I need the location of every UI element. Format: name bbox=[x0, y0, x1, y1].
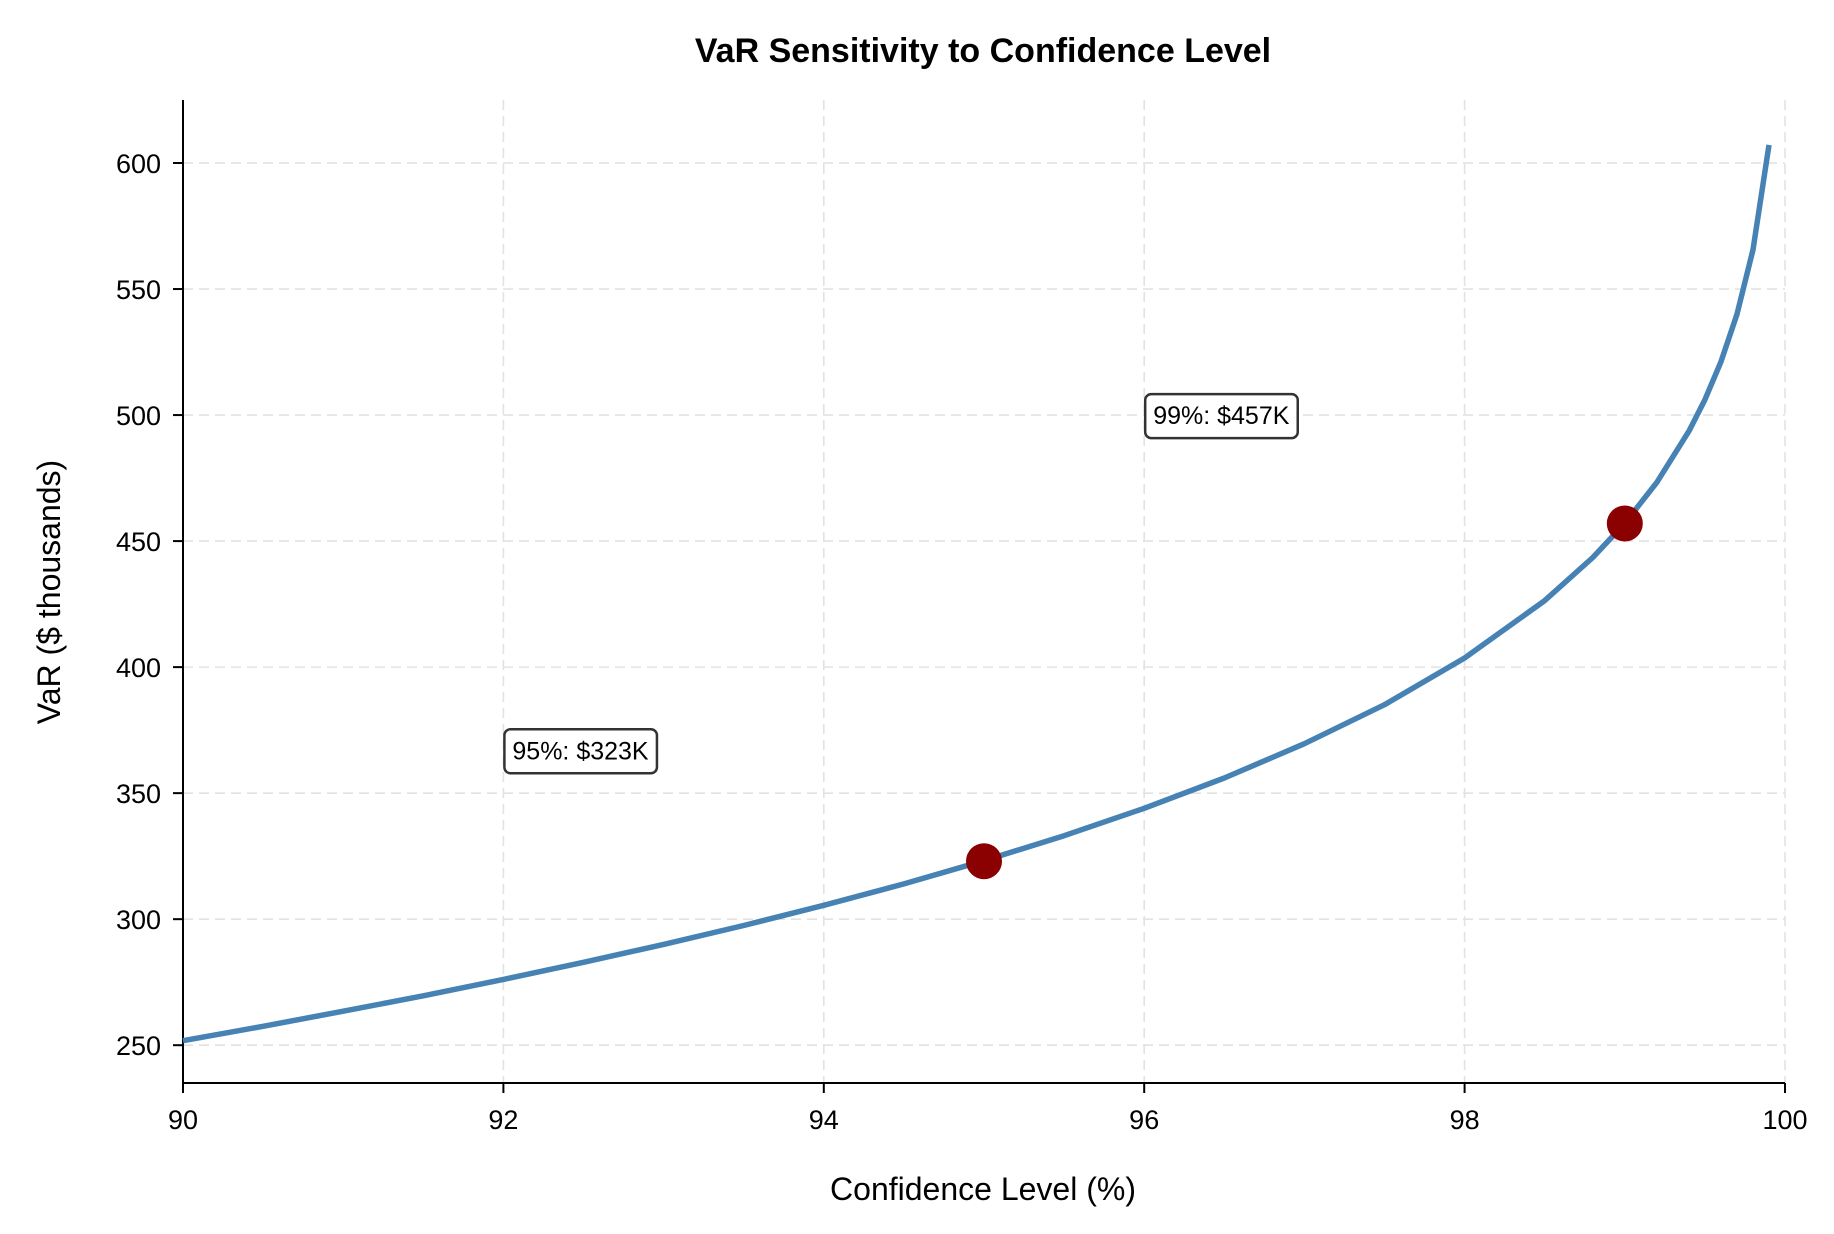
y-tick-label: 400 bbox=[116, 653, 161, 683]
annotation-box bbox=[503, 728, 659, 775]
y-tick-label: 300 bbox=[116, 905, 161, 935]
x-tick-label: 92 bbox=[488, 1105, 518, 1135]
y-tick-label: 550 bbox=[116, 275, 161, 305]
grid bbox=[182, 100, 1786, 1083]
var-curve bbox=[182, 144, 1772, 1044]
y-axis-label: VaR ($ thousands) bbox=[31, 460, 67, 724]
x-tick-label: 100 bbox=[1762, 1105, 1807, 1135]
annotation-text: 95%: $323K bbox=[512, 737, 649, 765]
highlight-point bbox=[1606, 505, 1643, 542]
annotation: 99%: $457K bbox=[1143, 392, 1299, 440]
annotation: 95%: $323K bbox=[503, 728, 659, 775]
x-axis-label: Confidence Level (%) bbox=[830, 1171, 1136, 1207]
x-tick-label: 98 bbox=[1450, 1105, 1480, 1135]
y-tick-label: 250 bbox=[116, 1031, 161, 1061]
y-tick-label: 450 bbox=[116, 527, 161, 557]
x-tick-label: 90 bbox=[168, 1105, 198, 1135]
ticks: 90 92 94 96 98 100 250 300 350 400 450 500 550 600 bbox=[116, 149, 1808, 1135]
x-tick-label: 96 bbox=[1129, 1105, 1159, 1135]
annotation-box bbox=[1143, 392, 1299, 440]
x-tick-label: 94 bbox=[809, 1105, 839, 1135]
chart-title: VaR Sensitivity to Confidence Level bbox=[695, 32, 1271, 70]
y-tick-label: 500 bbox=[116, 401, 161, 431]
y-tick-label: 600 bbox=[116, 149, 161, 179]
annotation-text: 99%: $457K bbox=[1153, 402, 1290, 430]
y-tick-label: 350 bbox=[116, 779, 161, 809]
highlight-point bbox=[966, 843, 1002, 880]
